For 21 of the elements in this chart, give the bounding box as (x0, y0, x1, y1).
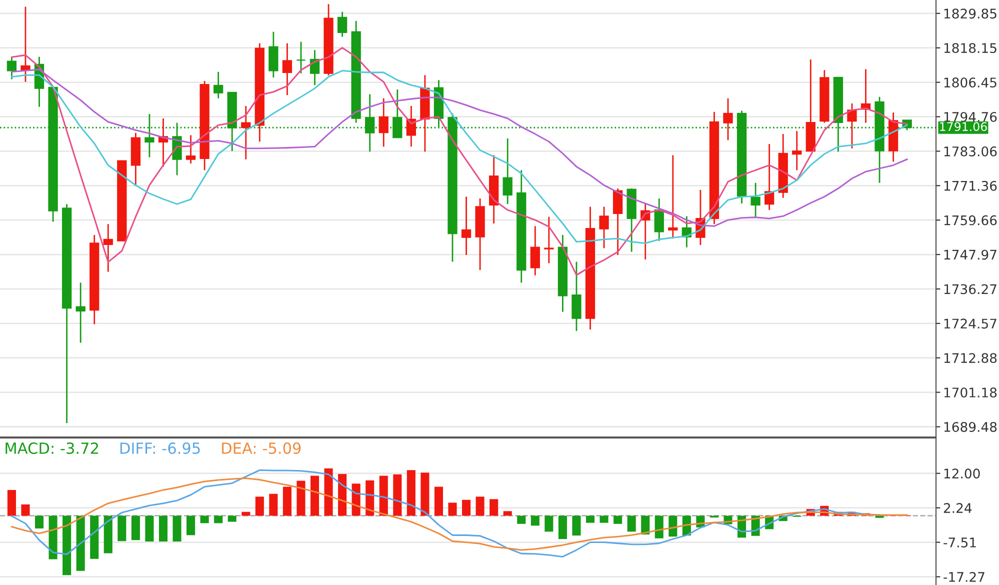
text: MACD: -3.72 (6, 442, 98, 454)
y-tick-label: 1759.66 (944, 215, 997, 226)
y-tick-label: 1736.27 (944, 284, 996, 294)
y-tick-label: 1794.76 (944, 112, 997, 122)
y-tick-label: 1806.45 (944, 78, 996, 88)
y-tick-label: 1724.57 (944, 318, 996, 329)
y-tick-label: 1829.85 (944, 8, 996, 19)
y-tick-label: 1783.06 (944, 146, 997, 156)
y-tick-label: 2.24 (944, 503, 972, 513)
y-tick-label: 12.00 (944, 468, 980, 479)
y-tick-label: 1689.48 (944, 422, 997, 432)
text: DIFF: -6.95 (120, 442, 200, 454)
y-tick-label: -7.51 (944, 538, 976, 548)
series-label: DEA: -5.09 (222, 442, 301, 454)
y-tick-label: 1712.88 (944, 353, 997, 364)
y-tick-label: -17.27 (944, 572, 984, 582)
y-tick-label: 1818.15 (944, 43, 996, 54)
ref-line-label: 1791.06 (940, 122, 987, 132)
y-tick-label: 1747.97 (944, 250, 996, 260)
y-tick-label: 1771.36 (944, 180, 997, 191)
y-tick-label: 1701.18 (944, 388, 997, 398)
